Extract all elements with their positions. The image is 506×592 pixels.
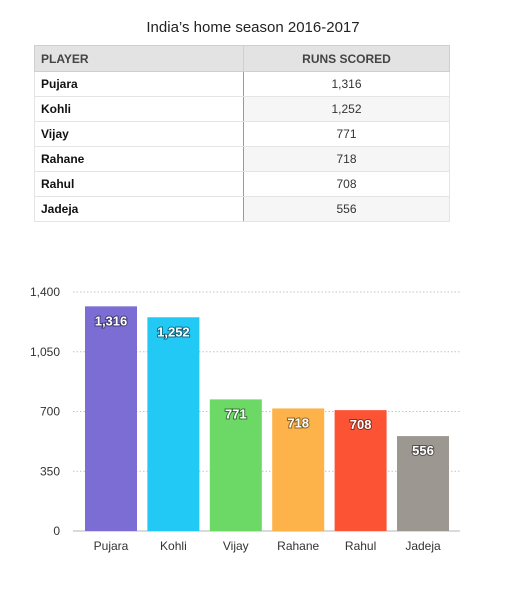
x-tick-label: Rahane	[277, 539, 319, 553]
x-tick-label: Vijay	[223, 539, 249, 553]
table-row: Rahane 718	[34, 146, 450, 172]
column-header-player: PLAYER	[34, 45, 244, 72]
table-row: Pujara 1,316	[34, 71, 450, 97]
runs-table: PLAYER RUNS SCORED Pujara 1,316 Kohli 1,…	[34, 45, 450, 222]
data-label: 718	[287, 415, 309, 430]
runs-cell: 556	[243, 196, 450, 222]
player-cell: Jadeja	[34, 196, 244, 222]
runs-cell: 708	[243, 171, 450, 197]
data-label: 1,252	[157, 324, 190, 339]
data-label: 708	[350, 417, 372, 432]
x-tick-label: Rahul	[345, 539, 376, 553]
y-tick-label: 1,050	[30, 345, 60, 359]
y-tick-label: 0	[53, 524, 60, 538]
runs-bar-chart: 0 350 700 1,050 1,400 1,316 Pujara 1,252 Kohli 77…	[30, 285, 460, 553]
player-cell: Rahane	[34, 146, 244, 172]
bar	[209, 399, 262, 531]
bar	[334, 410, 387, 531]
runs-cell: 1,316	[243, 71, 450, 97]
runs-cell: 1,252	[243, 96, 450, 122]
data-label: 556	[412, 443, 434, 458]
x-tick-label: Jadeja	[405, 539, 441, 553]
runs-cell: 718	[243, 146, 450, 172]
bar	[147, 317, 200, 531]
bar	[85, 306, 137, 531]
y-tick-label: 1,400	[30, 285, 60, 299]
bar	[397, 436, 449, 531]
player-cell: Rahul	[34, 171, 244, 197]
player-cell: Kohli	[34, 96, 244, 122]
table-row: Vijay 771	[34, 121, 450, 147]
data-label: 771	[225, 406, 247, 421]
player-cell: Pujara	[34, 71, 244, 97]
x-tick-label: Kohli	[160, 539, 187, 553]
bar	[272, 408, 325, 531]
table-header-row: PLAYER RUNS SCORED	[34, 45, 450, 72]
table-row: Rahul 708	[34, 171, 450, 197]
x-tick-label: Pujara	[94, 539, 129, 553]
column-header-runs: RUNS SCORED	[243, 45, 450, 72]
table-row: Kohli 1,252	[34, 96, 450, 122]
data-label: 1,316	[95, 313, 128, 328]
runs-cell: 771	[243, 121, 450, 147]
y-tick-label: 700	[40, 405, 60, 419]
table-row: Jadeja 556	[34, 196, 450, 222]
page-title: India’s home season 2016-2017	[146, 19, 360, 36]
player-cell: Vijay	[34, 121, 244, 147]
y-tick-label: 350	[40, 464, 60, 478]
